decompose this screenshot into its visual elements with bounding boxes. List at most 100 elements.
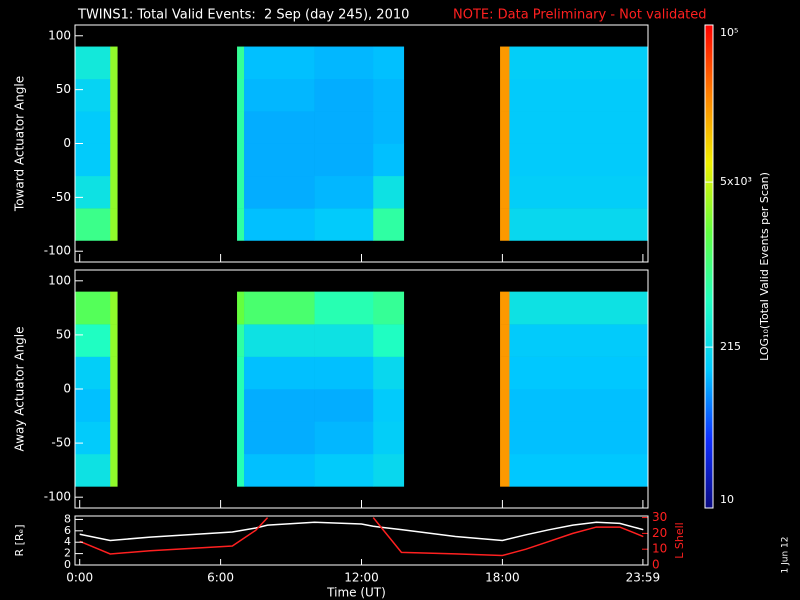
heatmap-cell [373, 291, 405, 325]
heatmap-cell [509, 421, 649, 455]
line-series [79, 521, 644, 542]
colorbar [704, 24, 714, 509]
heatmap-cell [244, 389, 315, 422]
heatmap-cell [110, 78, 118, 112]
footnote: 1 Jun 12 [781, 537, 791, 574]
y-tick-label: 50 [56, 327, 71, 341]
heatmap-cell [237, 143, 245, 177]
heatmap-cell [237, 78, 245, 112]
heatmap-cell [373, 356, 405, 390]
y-tick-label: 0 [63, 136, 71, 150]
heatmap-cell [509, 78, 649, 112]
heatmap-cell [75, 208, 111, 241]
y2-tick-label: 0 [652, 558, 660, 572]
heatmap-cell [314, 356, 374, 390]
heatmap-cell [314, 453, 374, 487]
heatmap-cell [110, 453, 118, 487]
heatmap-cell [75, 356, 111, 390]
heatmap-cell [110, 324, 118, 357]
heatmap-cell [373, 208, 405, 241]
heatmap-cell [110, 46, 118, 80]
heatmap-cell [500, 389, 510, 422]
heatmap-cell [110, 175, 118, 209]
heatmap-cell [373, 175, 405, 209]
y-tick-label: 50 [56, 82, 71, 96]
heatmap-cell [244, 291, 315, 325]
y-tick-label: -50 [51, 190, 71, 204]
heatmap-cell [237, 421, 245, 455]
y-tick-label: 0 [64, 558, 71, 571]
heatmap-cell [314, 208, 374, 241]
heatmap-cell [509, 143, 649, 177]
heatmap-cell [314, 324, 374, 357]
heatmap-cell [110, 143, 118, 177]
y-tick-label: -100 [44, 244, 71, 258]
y-axis-label: Away Actuator Angle [13, 326, 27, 451]
heatmap-cell [237, 208, 245, 241]
heatmap-cell [509, 175, 649, 209]
heatmap-cell [110, 291, 118, 325]
heatmap-cell [500, 453, 510, 487]
heatmap-cell [75, 111, 111, 144]
heatmap-cell [314, 421, 374, 455]
heatmap-cell [373, 78, 405, 112]
heatmap-cell [314, 291, 374, 325]
heatmap-cell [373, 143, 405, 177]
colorbar-tick-label: 5x10³ [720, 175, 752, 188]
heatmap-cell [110, 421, 118, 455]
chart-title: TWINS1: Total Valid Events: 2 Sep (day 2… [77, 8, 409, 23]
x-tick-label: 12:00 [344, 571, 379, 585]
heatmap-cell [314, 78, 374, 112]
heatmap-cell [509, 453, 649, 487]
y-axis-label: Toward Actuator Angle [13, 76, 27, 212]
heatmap-cell [75, 78, 111, 112]
heatmap-cell [237, 291, 245, 325]
y-tick-label: 2 [64, 547, 71, 560]
heatmap-cell [110, 356, 118, 390]
heatmap-cell [244, 356, 315, 390]
heatmap-cell [110, 208, 118, 241]
plot-frame [74, 515, 649, 566]
heatmap-cell [500, 208, 510, 241]
x-tick-label: 23:59 [626, 571, 661, 585]
heatmap-cell [373, 111, 405, 144]
heatmap-cell [244, 78, 315, 112]
heatmap-cell [314, 389, 374, 422]
heatmap-cell [75, 421, 111, 455]
y-tick-label: 100 [48, 28, 71, 42]
heatmap-cell [314, 111, 374, 144]
heatmap-cell [244, 421, 315, 455]
heatmap-cell [237, 389, 245, 422]
heatmap-cell [373, 389, 405, 422]
y2-axis-label: L Shell [673, 522, 686, 558]
x-tick-label: 0:00 [66, 571, 93, 585]
heatmap-cell [500, 421, 510, 455]
heatmap-cell [110, 111, 118, 144]
heatmap-cell [509, 208, 649, 241]
heatmap-cell [244, 208, 315, 241]
heatmap-cell [75, 46, 111, 80]
heatmap-cell [314, 46, 374, 80]
heatmap-cell [237, 175, 245, 209]
line-series [79, 517, 644, 557]
y-tick-label: 100 [48, 273, 71, 287]
heatmap-cell [509, 356, 649, 390]
heatmap-cell [500, 324, 510, 357]
heatmap-cell [314, 175, 374, 209]
heatmap-cell [373, 324, 405, 357]
x-tick-label: 6:00 [207, 571, 234, 585]
heatmap-cell [237, 453, 245, 487]
heatmap-cell [500, 143, 510, 177]
colorbar-tick-label: 10⁵ [720, 26, 738, 39]
heatmap-cell [509, 46, 649, 80]
heatmap-cell [314, 143, 374, 177]
y-axis-label: R [Rₑ] [13, 525, 26, 557]
heatmap-cell [237, 46, 245, 80]
heatmap-cell [500, 111, 510, 144]
heatmap-cell [244, 453, 315, 487]
heatmap-cell [500, 78, 510, 112]
heatmap-cell [110, 389, 118, 422]
heatmap-cell [509, 111, 649, 144]
heatmap-cell [75, 324, 111, 357]
